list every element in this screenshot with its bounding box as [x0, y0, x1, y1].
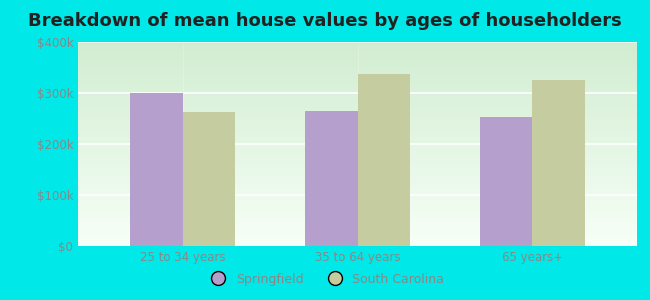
Legend: Springfield, South Carolina: Springfield, South Carolina	[201, 268, 449, 291]
Bar	[358, 74, 410, 246]
Bar	[480, 118, 532, 246]
Bar	[183, 112, 235, 246]
Bar	[305, 111, 358, 246]
Bar	[532, 80, 584, 246]
Bar	[131, 93, 183, 246]
Text: Breakdown of mean house values by ages of householders: Breakdown of mean house values by ages o…	[28, 12, 622, 30]
